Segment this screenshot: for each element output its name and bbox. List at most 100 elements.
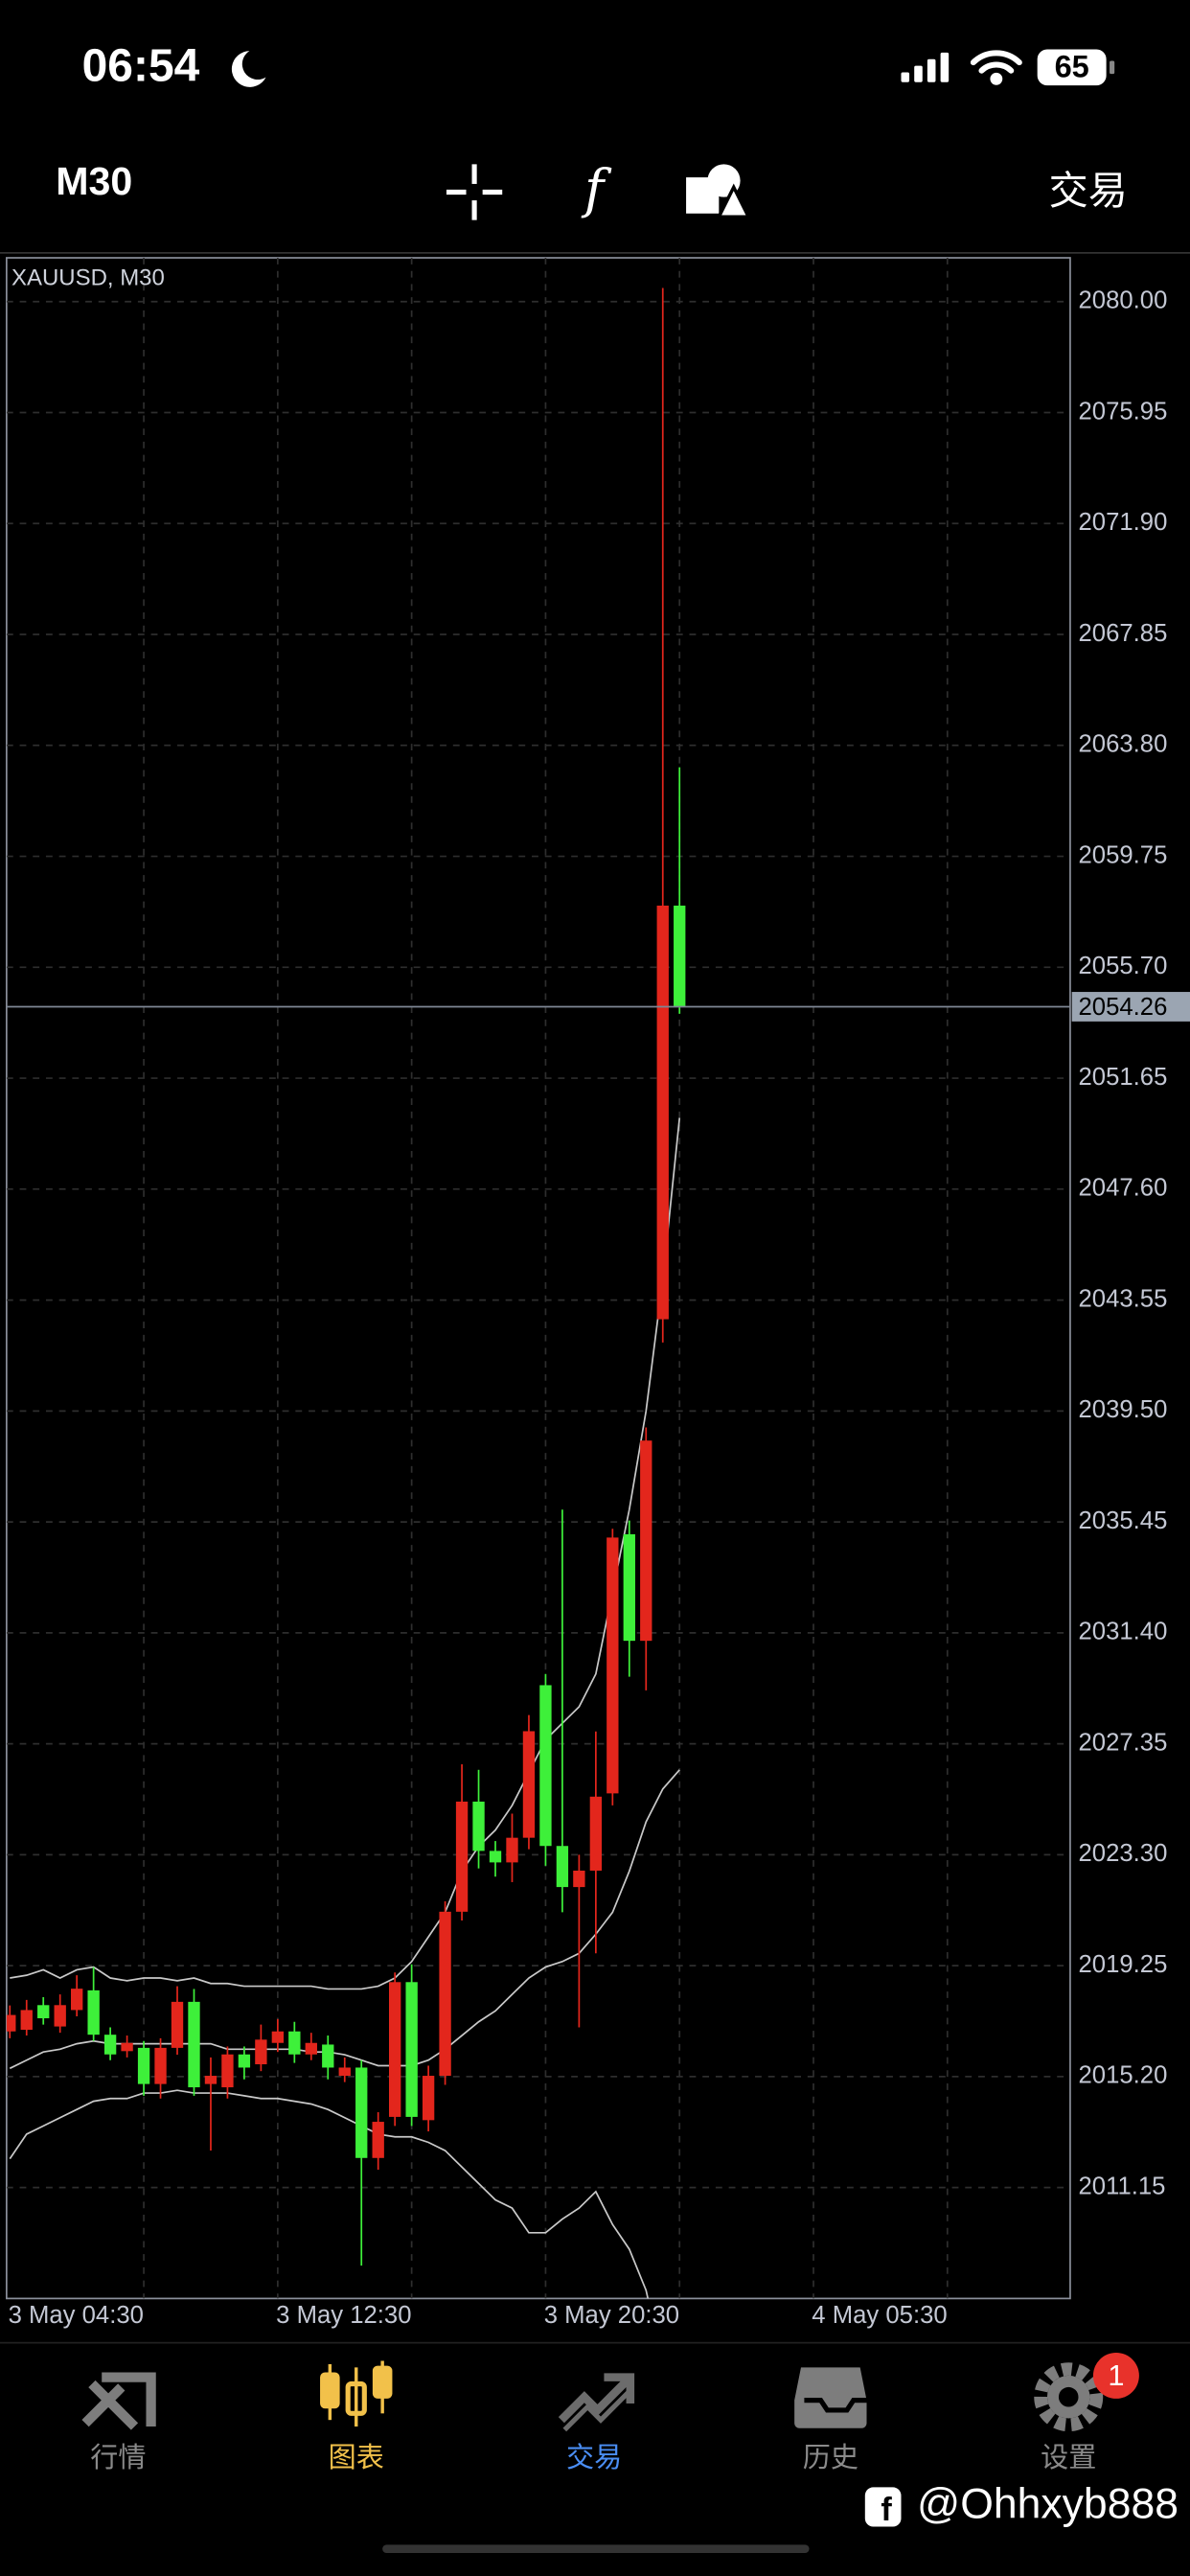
badge	[1092, 2352, 1139, 2399]
candle-body	[87, 1990, 100, 2036]
watermark: @Ohhxyb888	[917, 2481, 1179, 2528]
x-tick-label: 4 May 05:30	[812, 2302, 947, 2329]
y-tick-label: 2043.55	[1079, 1285, 1168, 1312]
candle-body	[338, 2067, 351, 2077]
moon-icon	[231, 51, 266, 87]
candle-body	[656, 906, 669, 1320]
chart-title: XAUUSD, M30	[11, 265, 165, 291]
candle-body	[355, 2067, 368, 2158]
candle-body	[506, 1837, 518, 1863]
y-tick-label: 2047.60	[1079, 1175, 1168, 1202]
battery-level: 65	[1055, 50, 1089, 84]
y-tick-label: 2011.15	[1079, 2173, 1166, 2199]
y-tick-label: 2031.40	[1079, 1619, 1168, 1645]
crosshair-button[interactable]	[446, 164, 503, 220]
candle-body	[103, 2035, 117, 2055]
wifi-icon	[970, 50, 1022, 85]
facebook-letter: f	[881, 2492, 892, 2528]
home-indicator	[382, 2544, 810, 2553]
battery	[1037, 49, 1107, 86]
current-price-box	[1071, 992, 1190, 1022]
candle-body	[472, 1801, 485, 1852]
tab-history[interactable]: 历史	[794, 2367, 870, 2473]
candle-body	[121, 2042, 133, 2052]
candle-body	[188, 2001, 200, 2088]
objects-button[interactable]	[686, 164, 751, 218]
x-tick-label: 3 May 20:30	[544, 2302, 679, 2329]
y-tick-label: 2075.95	[1079, 398, 1168, 425]
candle-body	[6, 2014, 16, 2032]
tab-label: 图表	[329, 2442, 384, 2473]
candle-body	[489, 1851, 502, 1863]
tab-label: 设置	[1041, 2443, 1096, 2473]
candle-body	[171, 2001, 184, 2048]
tab-quotes[interactable]: 行情	[81, 2372, 156, 2473]
candle-body	[589, 1796, 603, 1871]
candle-body	[389, 1982, 401, 2117]
tab-chart[interactable]: 图表	[320, 2360, 393, 2473]
y-tick-label: 2067.85	[1079, 620, 1168, 647]
candle-body	[522, 1731, 536, 1838]
candle-body	[455, 1801, 469, 1912]
timeframe-button[interactable]: M30	[56, 159, 132, 203]
band-line	[9, 2089, 650, 2299]
tab-label: 行情	[90, 2442, 146, 2473]
candle-body	[37, 2005, 50, 2019]
y-tick-label: 2035.45	[1079, 1507, 1168, 1534]
y-tick-label: 2051.65	[1079, 1064, 1168, 1091]
x-tick-label: 3 May 12:30	[276, 2302, 411, 2329]
candle-body	[439, 1911, 451, 2077]
candle-body	[372, 2122, 384, 2158]
candle-body	[422, 2076, 435, 2121]
y-tick-label: 2023.30	[1079, 1840, 1168, 1867]
trade-button[interactable]: 交易	[1049, 169, 1128, 213]
candle-body	[573, 1870, 585, 1888]
candle-body	[556, 1846, 569, 1888]
candle-body	[288, 2031, 301, 2055]
candle-body	[154, 2047, 167, 2084]
y-tick-label: 2019.25	[1079, 1951, 1168, 1978]
y-tick-label: 2080.00	[1079, 288, 1168, 314]
tab-trade[interactable]: 交易	[558, 2373, 635, 2473]
clock: 06:54	[82, 41, 200, 92]
tab-label: 交易	[566, 2442, 622, 2473]
candle-body	[640, 1440, 652, 1642]
candle-body	[221, 2054, 234, 2088]
y-tick-label: 2055.70	[1079, 953, 1168, 979]
candle-body	[623, 1533, 635, 1642]
tab-settings[interactable]: 设置	[1034, 2362, 1104, 2473]
facebook-icon	[864, 2487, 902, 2527]
y-tick-label: 2071.90	[1079, 509, 1168, 536]
x-tick-label: 3 May 04:30	[9, 2302, 144, 2329]
candle-body	[606, 1537, 619, 1794]
candle-body	[54, 2005, 66, 2027]
y-tick-label: 2039.50	[1079, 1396, 1168, 1423]
y-tick-label: 2063.80	[1079, 731, 1168, 758]
candle-body	[322, 2044, 334, 2068]
candle-body	[71, 1989, 83, 2011]
signal-icon	[901, 52, 950, 82]
battery-tip	[1110, 60, 1115, 75]
candle-body	[255, 2039, 267, 2065]
candle-body	[238, 2054, 251, 2068]
candle-body	[20, 2010, 33, 2031]
candle-body	[137, 2047, 150, 2084]
candle-body	[539, 1685, 552, 1847]
badge-count: 1	[1108, 2358, 1124, 2392]
candle-body	[204, 2076, 217, 2084]
y-tick-label: 2027.35	[1079, 1729, 1168, 1756]
candle-body	[405, 1982, 418, 2117]
y-tick-label: 2015.20	[1079, 2062, 1168, 2089]
plot-area	[6, 258, 1070, 2299]
current-price-label: 2054.26	[1079, 994, 1168, 1021]
candle-body	[305, 2042, 317, 2055]
candle-body	[674, 906, 686, 1007]
band-line	[10, 1117, 681, 1990]
plot-frame	[5, 257, 1071, 2300]
tab-label: 历史	[803, 2442, 858, 2473]
y-tick-label: 2059.75	[1079, 841, 1168, 868]
candle-body	[271, 2031, 285, 2043]
